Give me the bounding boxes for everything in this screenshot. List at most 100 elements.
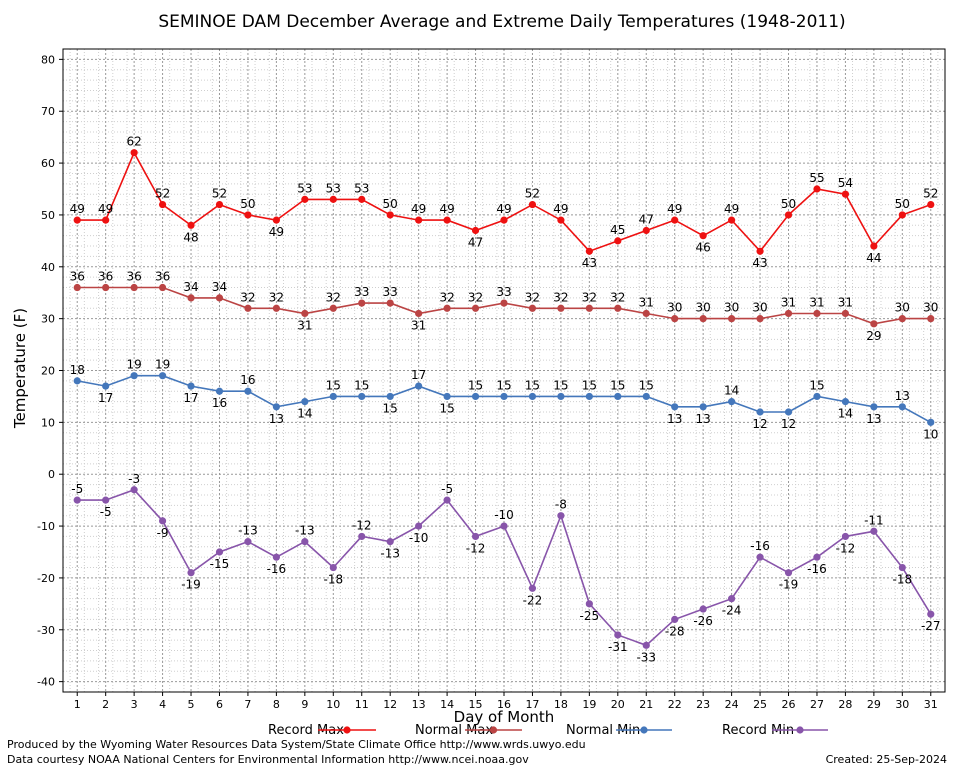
data-label-record-min: -19 (181, 578, 201, 592)
data-point-record-max (557, 216, 565, 224)
data-point-record-max (244, 211, 252, 219)
legend-marker-normal-max (489, 726, 498, 734)
data-point-normal-max (358, 299, 366, 307)
data-point-normal-min (386, 392, 394, 401)
data-label-record-min: -16 (750, 539, 770, 553)
data-label-normal-min: 13 (667, 412, 682, 426)
data-point-record-min (528, 584, 537, 592)
data-point-normal-min (73, 377, 81, 385)
data-label-record-min: -22 (523, 593, 543, 607)
data-point-normal-max (528, 304, 537, 312)
data-point-record-min (358, 532, 366, 541)
legend-marker-record-max (343, 726, 351, 734)
data-label-record-max: 49 (496, 202, 511, 216)
data-label-record-max: 46 (696, 241, 711, 255)
data-point-normal-min (244, 387, 252, 395)
data-label-normal-max: 32 (326, 290, 341, 304)
data-point-normal-max (898, 315, 906, 323)
data-point-record-min (158, 517, 167, 525)
data-point-normal-max (158, 283, 167, 292)
data-label-normal-min: 15 (639, 378, 654, 392)
x-tick-label: 31 (924, 698, 938, 711)
data-point-record-min (386, 538, 394, 546)
data-label-record-max: 49 (411, 202, 426, 216)
y-tick-label: 70 (41, 105, 55, 118)
data-label-record-max: 54 (838, 176, 853, 190)
data-point-normal-min (443, 392, 451, 401)
data-label-normal-min: 14 (838, 407, 853, 421)
data-label-normal-max: 30 (696, 301, 711, 315)
data-point-normal-max (301, 309, 309, 318)
data-point-record-max (301, 195, 309, 203)
data-label-record-min: -10 (409, 531, 429, 545)
data-label-normal-min: 16 (212, 396, 227, 410)
x-tick-label: 10 (326, 698, 340, 711)
x-tick-label: 12 (383, 698, 397, 711)
data-label-normal-max: 31 (781, 295, 796, 309)
data-label-normal-max: 34 (183, 280, 198, 294)
data-label-normal-min: 15 (582, 378, 597, 392)
data-label-record-min: -13 (238, 524, 258, 538)
data-label-normal-min: 14 (297, 407, 312, 421)
data-point-record-max (215, 200, 224, 209)
y-tick-label: 80 (41, 53, 55, 66)
legend: Record Max Normal Max Normal Min Record Min (268, 723, 828, 738)
data-point-normal-max (813, 309, 821, 318)
data-label-normal-min: 15 (610, 378, 625, 392)
x-tick-label: 22 (668, 698, 682, 711)
data-point-record-max (585, 247, 593, 255)
legend-label-record-max: Record Max (268, 723, 344, 738)
data-point-record-max (528, 200, 537, 209)
data-label-normal-min: 17 (183, 391, 198, 405)
data-point-record-max (471, 226, 480, 235)
data-point-record-max (130, 149, 138, 157)
data-point-normal-max (784, 309, 793, 318)
data-label-record-min: -26 (693, 614, 713, 628)
data-label-record-max: 50 (781, 197, 796, 211)
data-point-normal-max (927, 315, 935, 323)
data-point-record-min (557, 512, 565, 520)
data-label-record-max: 44 (866, 251, 881, 265)
data-point-normal-min (870, 403, 878, 411)
y-tick-label: -40 (37, 676, 55, 689)
data-label-record-max: 52 (155, 187, 170, 201)
data-label-normal-max: 33 (383, 285, 398, 299)
data-label-normal-max: 36 (70, 270, 85, 284)
x-tick-label: 20 (611, 698, 625, 711)
x-tick-label: 13 (412, 698, 426, 711)
data-label-record-max: 50 (895, 197, 910, 211)
data-label-record-min: -5 (100, 505, 112, 519)
data-point-normal-min (500, 392, 508, 401)
data-point-normal-min (813, 392, 821, 401)
data-point-record-max (728, 216, 736, 224)
data-point-normal-max (187, 294, 195, 302)
grid-major (63, 49, 945, 692)
data-label-normal-min: 15 (553, 378, 568, 392)
x-tick-label: 8 (273, 698, 280, 711)
data-point-record-min (870, 527, 878, 535)
data-point-normal-min (671, 403, 679, 411)
data-label-normal-max: 29 (866, 329, 881, 343)
data-point-record-max (329, 195, 337, 203)
data-point-record-max (614, 237, 622, 245)
legend-label-normal-min: Normal Min (566, 723, 640, 738)
x-tick-label: 27 (810, 698, 824, 711)
data-point-record-max (102, 216, 110, 224)
data-point-normal-max (215, 294, 224, 302)
legend-marker-record-min (796, 726, 804, 734)
data-label-normal-min: 10 (923, 427, 938, 441)
data-label-record-min: -16 (267, 562, 287, 576)
data-label-record-min: -5 (441, 482, 453, 496)
data-label-normal-max: 33 (496, 285, 511, 299)
data-label-normal-max: 31 (297, 318, 312, 332)
y-tick-label: -10 (37, 520, 55, 533)
data-label-record-max: 49 (553, 202, 568, 216)
y-tick-label: -30 (37, 624, 55, 637)
data-point-record-max (158, 200, 167, 209)
data-label-normal-min: 15 (439, 401, 454, 415)
data-label-record-min: -5 (71, 482, 83, 496)
data-point-normal-min (784, 408, 793, 416)
data-label-normal-min: 12 (752, 417, 767, 431)
data-point-record-min (642, 641, 650, 649)
data-label-normal-min: 15 (383, 401, 398, 415)
